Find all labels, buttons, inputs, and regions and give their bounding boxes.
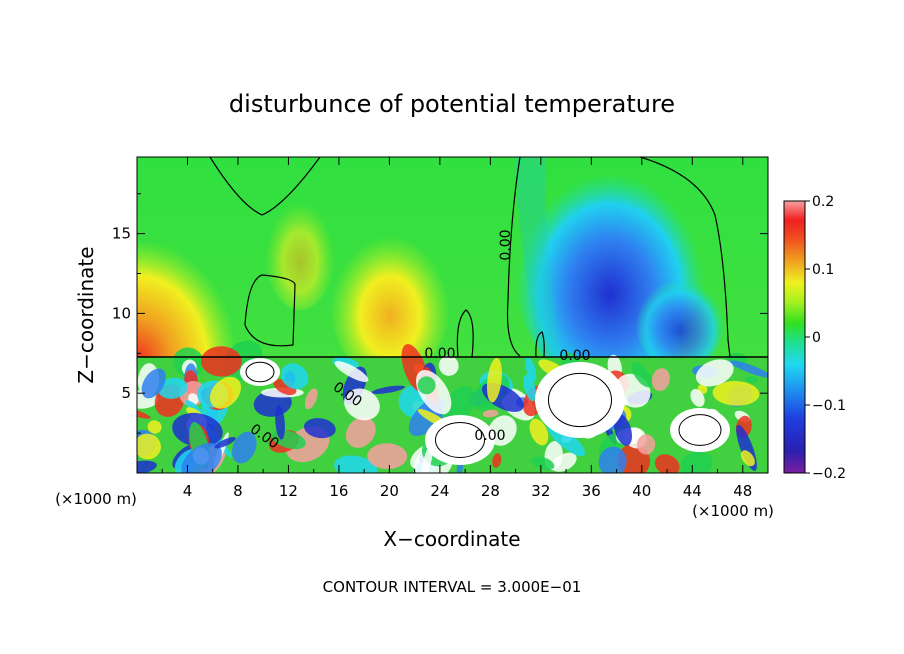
x-unit-right: (×1000 m) [692, 502, 774, 520]
plot-area [137, 157, 768, 473]
x-tick-label: 8 [233, 482, 243, 500]
x-tick-label: 32 [531, 482, 550, 500]
x-tick-label: 16 [329, 482, 348, 500]
x-axis-label: X−coordinate [383, 527, 520, 551]
y-axis-label: Z−coordinate [74, 246, 98, 383]
contour-interval-note: CONTOUR INTERVAL = 3.000E−01 [323, 578, 582, 596]
y-tick-label: 10 [112, 304, 131, 322]
contour-label: 0.00 [424, 346, 455, 362]
x-tick-label: 44 [683, 482, 702, 500]
x-axis: 4 8 12 16 20 24 28 32 36 40 44 48 [161, 157, 752, 500]
colorbar-tick-label: −0.1 [812, 398, 846, 414]
x-tick-label: 20 [380, 482, 399, 500]
y-tick-label: 5 [121, 384, 131, 402]
contour-label: 0.00 [498, 229, 514, 260]
colorbar-ticks: 0.2 0.1 0 −0.1 −0.2 [805, 194, 846, 482]
colorbar-tick-label: 0.1 [812, 262, 834, 278]
x-tick-label: 40 [632, 482, 651, 500]
x-unit-left: (×1000 m) [55, 490, 137, 508]
contour-label: 0.00 [559, 348, 590, 364]
x-tick-label: 36 [582, 482, 601, 500]
chart-title: disturbunce of potential temperature [229, 90, 675, 118]
x-tick-label: 12 [279, 482, 298, 500]
contour-label: 0.00 [474, 428, 505, 444]
colorbar [783, 200, 806, 474]
x-tick-label: 4 [183, 482, 193, 500]
x-tick-label: 28 [481, 482, 500, 500]
colorbar-tick-label: −0.2 [812, 466, 846, 482]
colorbar-tick-label: 0.2 [812, 194, 834, 210]
y-axis: 5 10 15 [112, 193, 768, 434]
y-tick-label: 15 [112, 225, 131, 243]
x-tick-label: 48 [733, 482, 752, 500]
colorbar-tick-label: 0 [812, 330, 821, 346]
x-tick-label: 24 [430, 482, 449, 500]
plot-frame [136, 156, 769, 474]
